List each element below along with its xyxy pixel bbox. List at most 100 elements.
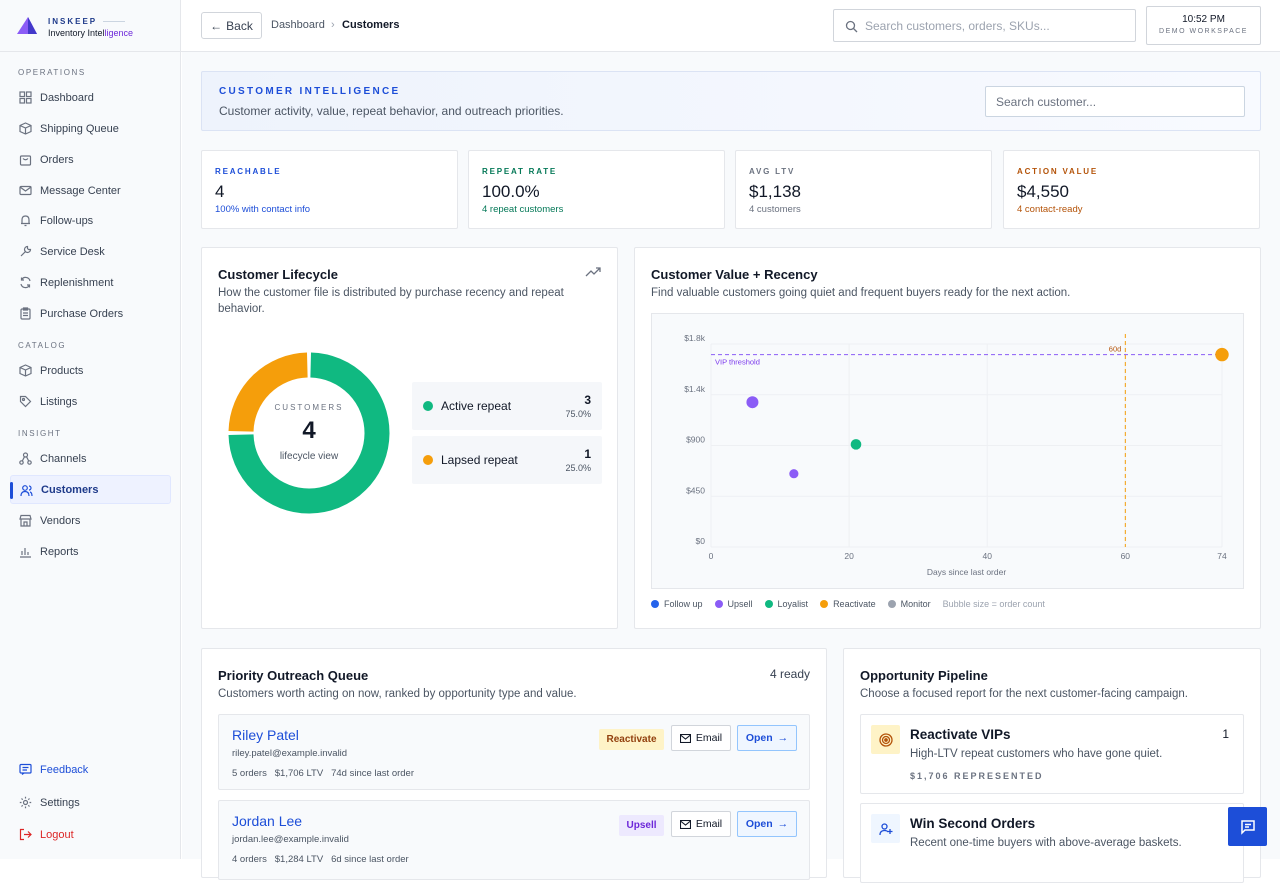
lifecycle-legend-item[interactable]: Active repeat 3 75.0%	[412, 382, 602, 430]
customer-search-input[interactable]: Search customer...	[985, 86, 1245, 117]
pipeline-title: Opportunity Pipeline	[860, 668, 988, 683]
sidebar-item-follow-ups[interactable]: Follow-ups	[10, 206, 171, 235]
legend-item-upsell[interactable]: Upsell	[714, 599, 753, 609]
open-button[interactable]: Open →	[737, 725, 797, 751]
sidebar-item-service-desk[interactable]: Service Desk	[10, 237, 171, 266]
sidebar-item-listings[interactable]: Listings	[10, 387, 171, 416]
sidebar-item-shipping-queue[interactable]: Shipping Queue	[10, 114, 171, 143]
legend-percent: 25.0%	[565, 463, 591, 473]
legend-label: Lapsed repeat	[441, 453, 518, 467]
refresh-icon	[20, 276, 31, 289]
store-icon	[19, 514, 32, 527]
customer-meta: 5 orders $1,706 LTV 74d since last order	[232, 768, 415, 779]
bubble-size-note: Bubble size = order count	[942, 599, 1045, 609]
email-button[interactable]: Email	[671, 811, 731, 837]
back-button[interactable]: ← Back	[201, 12, 262, 39]
brand-name: INSKEEP	[48, 17, 98, 26]
sidebar-item-label: Dashboard	[40, 91, 94, 104]
search-placeholder: Search customers, orders, SKUs...	[865, 18, 1050, 33]
scatter-point	[746, 396, 759, 409]
target-icon	[871, 725, 900, 754]
logout-button[interactable]: Logout	[10, 820, 171, 849]
legend-item-reactivate[interactable]: Reactivate	[820, 599, 876, 609]
customer-name-link[interactable]: Jordan Lee	[232, 813, 303, 829]
feedback-button[interactable]: Feedback	[10, 755, 171, 784]
gear-icon	[19, 796, 32, 809]
trend-up-icon	[585, 267, 601, 277]
stat-label: REPEAT RATE	[482, 167, 558, 176]
chat-icon	[1240, 819, 1255, 835]
lifecycle-title: Customer Lifecycle	[218, 267, 338, 282]
box-icon	[19, 122, 32, 135]
legend-item-follow-up[interactable]: Follow up	[651, 599, 703, 609]
open-label: Open	[745, 732, 773, 744]
sidebar-item-label: Orders	[40, 153, 74, 166]
breadcrumb-separator: ›	[331, 19, 335, 31]
legend-item-monitor[interactable]: Monitor	[887, 599, 931, 609]
sidebar-item-dashboard[interactable]: Dashboard	[10, 83, 171, 112]
sidebar-item-customers[interactable]: Customers	[10, 475, 171, 504]
legend-dot	[423, 455, 433, 465]
pipeline-description: Choose a focused report for the next cus…	[860, 688, 1188, 700]
stat-card-avg-ltv: AVG LTV $1,138 4 customers	[735, 150, 992, 229]
stat-value: $4,550	[1017, 182, 1069, 201]
scatter-legend: Follow up Upsell Loyalist Reactivate Mon…	[651, 599, 1045, 609]
message-icon	[19, 763, 32, 775]
global-search-input[interactable]: Search customers, orders, SKUs...	[833, 9, 1136, 42]
chat-button[interactable]	[1228, 807, 1267, 846]
pipeline-item-desc: High-LTV repeat customers who have gone …	[910, 748, 1163, 760]
opportunity-pipeline-card: Opportunity Pipeline Choose a focused re…	[843, 648, 1261, 883]
legend-item-loyalist[interactable]: Loyalist	[764, 599, 808, 609]
donut-center-label: CUSTOMERS	[274, 403, 344, 412]
brand-divider	[103, 21, 125, 22]
priority-queue-card: Priority Outreach Queue Customers worth …	[201, 648, 827, 880]
stat-sub: 4 customers	[749, 204, 801, 215]
sidebar-item-label: Channels	[40, 452, 87, 465]
sidebar-item-label: Replenishment	[40, 276, 114, 289]
scatter-title: Customer Value + Recency	[651, 267, 818, 282]
workspace-clock: 10:52 PM DEMO WORKSPACE	[1146, 6, 1261, 45]
arrow-right-icon: →	[777, 732, 789, 744]
sidebar-item-reports[interactable]: Reports	[10, 537, 171, 566]
section-operations: OPERATIONS	[18, 68, 86, 77]
email-button[interactable]: Email	[671, 725, 731, 751]
sidebar-item-label: Message Center	[40, 184, 121, 197]
scatter-point	[1215, 347, 1229, 362]
sidebar-item-message-center[interactable]: Message Center	[10, 176, 171, 205]
sidebar-item-label: Listings	[40, 395, 78, 408]
y-tick-label: $1.4k	[684, 384, 706, 394]
page-description: Customer activity, value, repeat behavio…	[219, 104, 564, 118]
pipeline-item-reactivate-vips[interactable]: Reactivate VIPs High-LTV repeat customer…	[860, 714, 1244, 794]
sidebar-item-label: Logout	[40, 828, 74, 841]
settings-button[interactable]: Settings	[10, 788, 171, 817]
scatter-description: Find valuable customers going quiet and …	[651, 287, 1071, 299]
section-catalog: CATALOG	[18, 341, 67, 350]
arrow-right-icon: →	[777, 818, 789, 830]
legend-percent: 75.0%	[565, 409, 591, 419]
pipeline-item-win-second-orders[interactable]: Win Second Orders Recent one-time buyers…	[860, 803, 1244, 883]
sidebar-item-label: Service Desk	[40, 245, 105, 258]
y-tick-label: $900	[686, 435, 705, 445]
brand-subtitle: Inventory Intelligence	[48, 28, 134, 38]
breadcrumb-dashboard[interactable]: Dashboard	[271, 19, 325, 31]
intelligence-header: CUSTOMER INTELLIGENCE Customer activity,…	[201, 71, 1261, 131]
sidebar-item-vendors[interactable]: Vendors	[10, 506, 171, 535]
customer-name-link[interactable]: Riley Patel	[232, 727, 299, 743]
queue-description: Customers worth acting on now, ranked by…	[218, 688, 577, 700]
sidebar-item-replenishment[interactable]: Replenishment	[10, 268, 171, 297]
sidebar-item-purchase-orders[interactable]: Purchase Orders	[10, 299, 171, 328]
stat-sub: 4 repeat customers	[482, 204, 564, 215]
open-button[interactable]: Open →	[737, 811, 797, 837]
lifecycle-legend-item[interactable]: Lapsed repeat 1 25.0%	[412, 436, 602, 484]
stat-label: AVG LTV	[749, 167, 796, 176]
user-plus-icon	[871, 814, 900, 843]
email-label: Email	[695, 818, 723, 830]
mail-icon	[679, 733, 691, 743]
bag-icon	[19, 155, 32, 166]
donut-center-value: 4	[302, 417, 316, 444]
sidebar-item-orders[interactable]: Orders	[10, 145, 171, 174]
logo[interactable]: INSKEEP Inventory Intelligence	[0, 0, 181, 52]
sidebar-item-channels[interactable]: Channels	[10, 444, 171, 473]
search-icon	[845, 20, 858, 33]
sidebar-item-products[interactable]: Products	[10, 356, 171, 385]
